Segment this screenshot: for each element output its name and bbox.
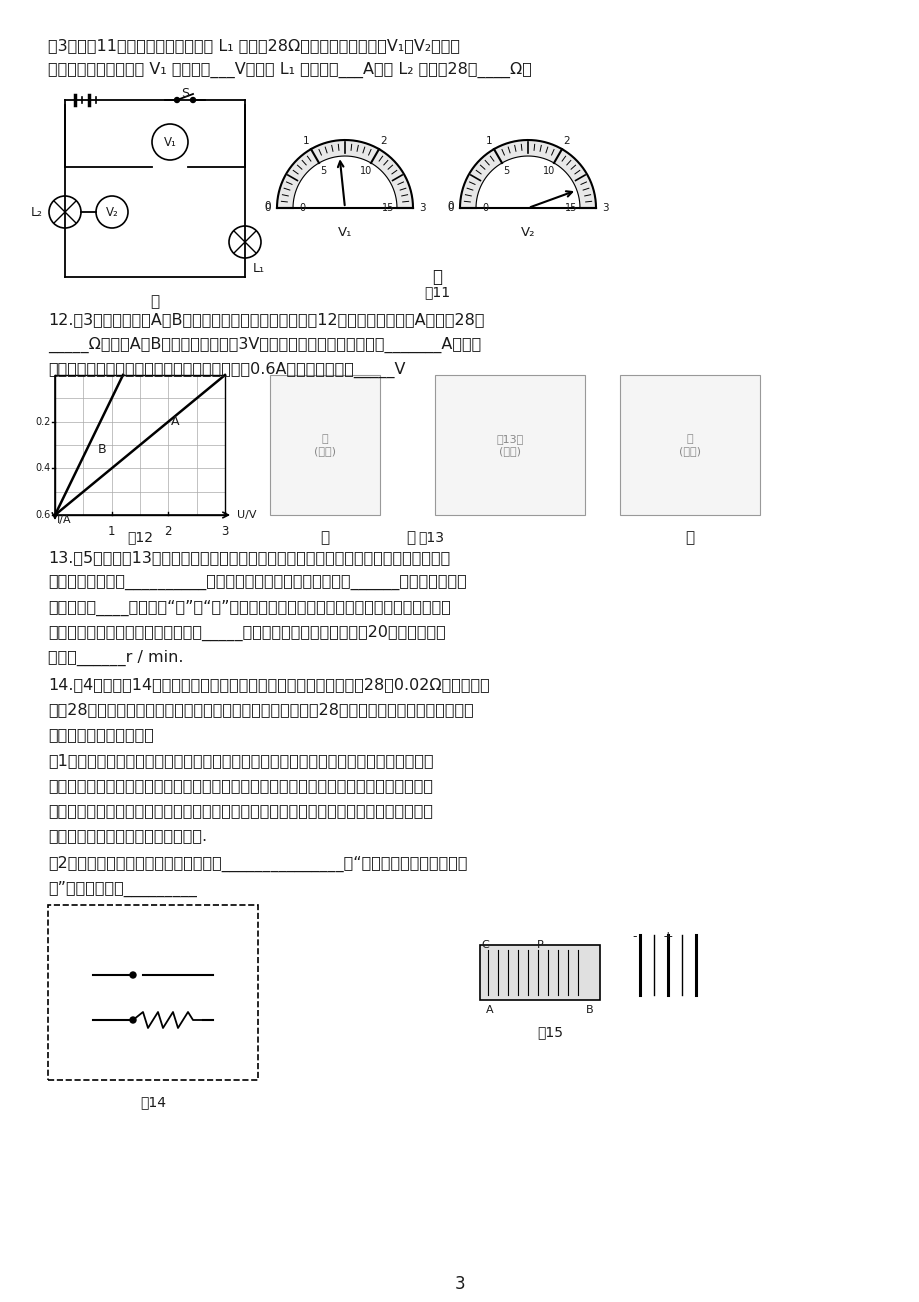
Text: 12.（3分）电路元件A和B中的电流与两端电压的关系如图12所示，由图可知，A的电阶28是: 12.（3分）电路元件A和B中的电流与两端电压的关系如图12所示，由图可知，A的…: [48, 312, 484, 327]
Text: 丙
(图示): 丙 (图示): [678, 434, 700, 456]
Text: （2）写出测量物理量及相应的表示符号_______________，“短路点与测量点之间的距: （2）写出测量物理量及相应的表示符号_______________，“短路点与测…: [48, 855, 467, 872]
Text: （1）小明提出，刚学的欧姆定律可以帮忙。于是他从实验室借来了干电池两节，电流表、: （1）小明提出，刚学的欧姆定律可以帮忙。于是他从实验室借来了干电池两节，电流表、: [48, 753, 433, 768]
Text: 10: 10: [360, 165, 372, 176]
Polygon shape: [460, 141, 596, 208]
Text: 10: 10: [543, 165, 555, 176]
Text: 图15: 图15: [537, 1025, 562, 1039]
Text: V₂: V₂: [520, 227, 535, 240]
Circle shape: [190, 98, 196, 103]
Text: 图13: 图13: [417, 530, 444, 544]
Polygon shape: [460, 141, 596, 208]
Text: 0: 0: [447, 201, 453, 211]
Text: B: B: [585, 1005, 593, 1016]
Text: 13.（5分）如图13甲所示装置，向盒内滴入数滴酒精，再将盒盖盖紧，然后拨动电火花发: 13.（5分）如图13甲所示装置，向盒内滴入数滴酒精，再将盒盖盖紧，然后拨动电火…: [48, 549, 449, 565]
Text: （3）如图11甲所示的电路中，电灯 L₁ 的电阶28Ω，开关闭合后，电压V₁、V₂的示数: （3）如图11甲所示的电路中，电灯 L₁ 的电阶28Ω，开关闭合后，电压V₁、V…: [48, 38, 460, 53]
Text: 一致的，而图示的另一个工作过程叫_____冲程。如果汽油机每秒钟做功20次，则该机飞: 一致的，而图示的另一个工作过程叫_____冲程。如果汽油机每秒钟做功20次，则该…: [48, 625, 446, 641]
Text: S: S: [181, 87, 188, 100]
Text: 电压表、开关各一只，导线若干。也请你利用小明的器材在下面的虚线框内为检修人员设计: 电压表、开关各一只，导线若干。也请你利用小明的器材在下面的虚线框内为检修人员设计: [48, 779, 433, 793]
Polygon shape: [277, 141, 413, 208]
Text: 1: 1: [108, 525, 115, 538]
Text: 5: 5: [320, 165, 326, 176]
Text: 人员迅速赶往短路所在位置排除故障.: 人员迅速赶往短路所在位置排除故障.: [48, 828, 207, 842]
Text: 0: 0: [482, 203, 488, 214]
Text: U/V: U/V: [237, 510, 256, 519]
Text: 1: 1: [485, 137, 493, 146]
Text: 14.（4分）如图14，长距离输电需要两条输电线，每米输电线的电阶28是0.02Ω，距离远，: 14.（4分）如图14，长距离输电需要两条输电线，每米输电线的电阶28是0.02…: [48, 677, 489, 691]
Text: 甲
(图示): 甲 (图示): [313, 434, 335, 456]
Text: -: -: [632, 930, 637, 943]
Circle shape: [130, 1017, 136, 1023]
Bar: [480, 945, 599, 1000]
Text: 2: 2: [380, 137, 386, 146]
Text: 3: 3: [221, 525, 229, 538]
Text: P: P: [536, 940, 543, 950]
Text: C: C: [481, 940, 488, 950]
Text: 0: 0: [265, 203, 271, 214]
Text: 接外出排除故障很费力。: 接外出排除故障很费力。: [48, 727, 153, 742]
Text: 图11: 图11: [424, 285, 449, 299]
Text: 3: 3: [601, 203, 607, 214]
Circle shape: [49, 197, 81, 228]
Text: 机械能。图____中（选填“乙”或“丙”）汽油机的工作过程与这一实验过程中能量的转化是: 机械能。图____中（选填“乙”或“丙”）汽油机的工作过程与这一实验过程中能量的…: [48, 600, 450, 616]
Text: 图14: 图14: [140, 1095, 165, 1109]
Text: 电阶28较大。当输电线某处发生短路时，整个输电线路的电阶28会发生改变。这时检修人员若直: 电阶28较大。当输电线某处发生短路时，整个输电线路的电阶28会发生改变。这时检修…: [48, 702, 473, 717]
Text: 0: 0: [448, 203, 454, 214]
Text: 0.4: 0.4: [36, 464, 51, 474]
Text: 丙: 丙: [685, 530, 694, 546]
Text: L₁: L₁: [253, 262, 265, 275]
Text: 2: 2: [562, 137, 569, 146]
Text: 一个检修电路，可以根据仪表的示数进行有关的计算，以确定输电线短路的位置，便于检修: 一个检修电路，可以根据仪表的示数进行有关的计算，以确定输电线短路的位置，便于检修: [48, 803, 433, 818]
Text: 轮转速______r / min.: 轮转速______r / min.: [48, 650, 183, 667]
Polygon shape: [277, 141, 413, 208]
Text: V₂: V₂: [106, 206, 119, 219]
Text: 0.2: 0.2: [36, 417, 51, 427]
Text: L₂: L₂: [31, 206, 43, 219]
Text: 乙: 乙: [405, 530, 414, 546]
Text: A: A: [485, 1005, 494, 1016]
Text: 0: 0: [265, 201, 271, 211]
Text: 甲: 甲: [320, 530, 329, 546]
Text: 生器的按鈕，看到__________，在此过程中，酒精燃烧后燃气的______能转化为盒盖的: 生器的按鈕，看到__________，在此过程中，酒精燃烧后燃气的______能…: [48, 575, 466, 590]
Text: 甲: 甲: [151, 294, 159, 309]
Text: 分别如图乙，则电压表 V₁ 的示数为___V，，灯 L₁ 的电流为___A，灯 L₂ 的电阶28为____Ω。: 分别如图乙，则电压表 V₁ 的示数为___V，，灯 L₁ 的电流为___A，灯 …: [48, 62, 531, 78]
Text: B: B: [97, 443, 107, 456]
Text: 乙: 乙: [432, 268, 441, 286]
Bar: [55, 375, 225, 516]
Text: 2: 2: [165, 525, 172, 538]
Text: 它们并联起来，接在某电源上，电路中的电流是0.6A，则电源电压是_____V: 它们并联起来，接在某电源上，电路中的电流是0.6A，则电源电压是_____V: [48, 362, 405, 378]
Text: 15: 15: [381, 203, 393, 214]
Bar: [435, 375, 584, 516]
Circle shape: [229, 227, 261, 258]
Bar: [48, 905, 257, 1079]
Text: 3: 3: [454, 1275, 465, 1293]
Circle shape: [152, 124, 187, 160]
Text: 0.6: 0.6: [36, 510, 51, 519]
Text: V₁: V₁: [164, 135, 176, 148]
Circle shape: [175, 98, 179, 103]
Text: 5: 5: [503, 165, 509, 176]
Text: _____Ω。若将A、B串联后接在电压为3V的电源两端，电路中的电流是_______A。若把: _____Ω。若将A、B串联后接在电压为3V的电源两端，电路中的电流是_____…: [48, 337, 481, 353]
Text: 0: 0: [299, 203, 305, 214]
Bar: [269, 375, 380, 516]
Text: 1: 1: [303, 137, 310, 146]
Circle shape: [96, 197, 128, 228]
Text: 离”的表达式为：_________: 离”的表达式为：_________: [48, 881, 197, 897]
Text: I/A: I/A: [57, 516, 72, 525]
Text: 图12: 图12: [127, 530, 153, 544]
Text: A: A: [171, 414, 179, 427]
Circle shape: [130, 973, 136, 978]
Text: +: +: [662, 930, 673, 943]
Text: 15: 15: [564, 203, 576, 214]
Text: 3: 3: [418, 203, 425, 214]
Text: 图13乙
(图示): 图13乙 (图示): [496, 434, 523, 456]
Text: V₁: V₁: [337, 227, 352, 240]
Bar: [619, 375, 759, 516]
